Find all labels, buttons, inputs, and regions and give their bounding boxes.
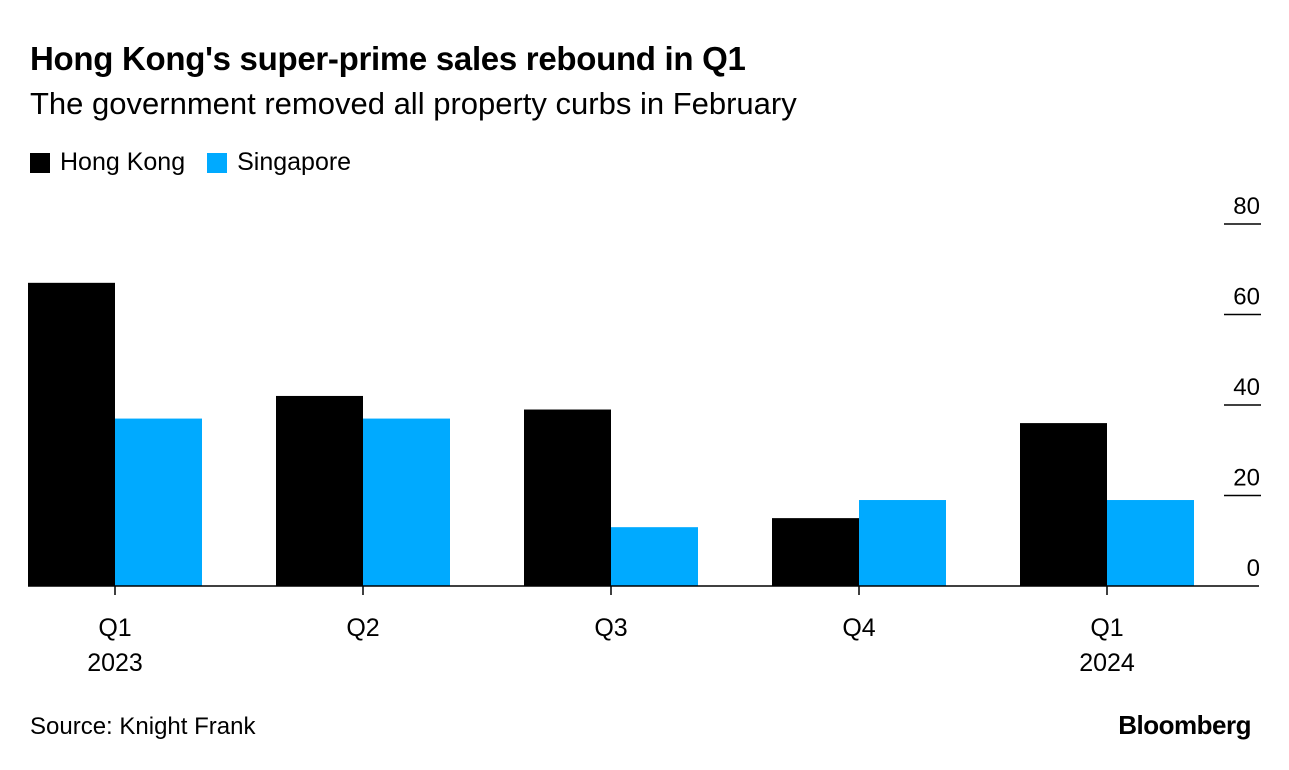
bar-singapore (115, 418, 202, 586)
chart-subtitle: The government removed all property curb… (30, 86, 797, 121)
y-tick-label: 40 (1233, 374, 1260, 401)
legend-swatch-hong-kong (30, 152, 50, 173)
y-tick-label: 80 (1233, 193, 1260, 220)
y-tick-label: 0 (1247, 555, 1260, 582)
bar-singapore (363, 418, 450, 586)
y-tick-label: 20 (1233, 465, 1260, 492)
x-tick-label: Q3 (594, 614, 627, 642)
x-year-label: 2023 (87, 649, 143, 677)
x-tick-label: Q2 (346, 614, 379, 642)
bloomberg-logo: Bloomberg (1118, 710, 1251, 740)
y-tick-label: 60 (1233, 284, 1260, 311)
legend-item-singapore: Singapore (207, 148, 351, 177)
x-tick-label: Q4 (842, 614, 875, 642)
bar-hong-kong (28, 282, 115, 586)
bar-singapore (1107, 500, 1194, 586)
x-tick-label: Q1 (98, 614, 131, 642)
x-year-label: 2024 (1079, 649, 1135, 677)
x-tick-label: Q1 (1090, 614, 1123, 642)
bar-hong-kong (772, 518, 859, 586)
bar-singapore (859, 500, 946, 586)
legend: Hong Kong Singapore (30, 148, 373, 177)
legend-label-hong-kong: Hong Kong (60, 148, 186, 176)
legend-item-hong-kong: Hong Kong (30, 148, 185, 177)
source-note: Source: Knight Frank (30, 713, 256, 740)
bar-chart: 0 20 40 60 80 Q1 2023 Q2 Q3 Q4 Q1 2024 (28, 193, 1261, 677)
bar-hong-kong (524, 409, 611, 586)
chart-title: Hong Kong's super-prime sales rebound in… (30, 40, 746, 77)
bar-hong-kong (1020, 423, 1107, 586)
bar-singapore (611, 527, 698, 586)
legend-swatch-singapore (207, 152, 228, 173)
legend-label-singapore: Singapore (237, 148, 352, 176)
bar-hong-kong (276, 395, 363, 586)
